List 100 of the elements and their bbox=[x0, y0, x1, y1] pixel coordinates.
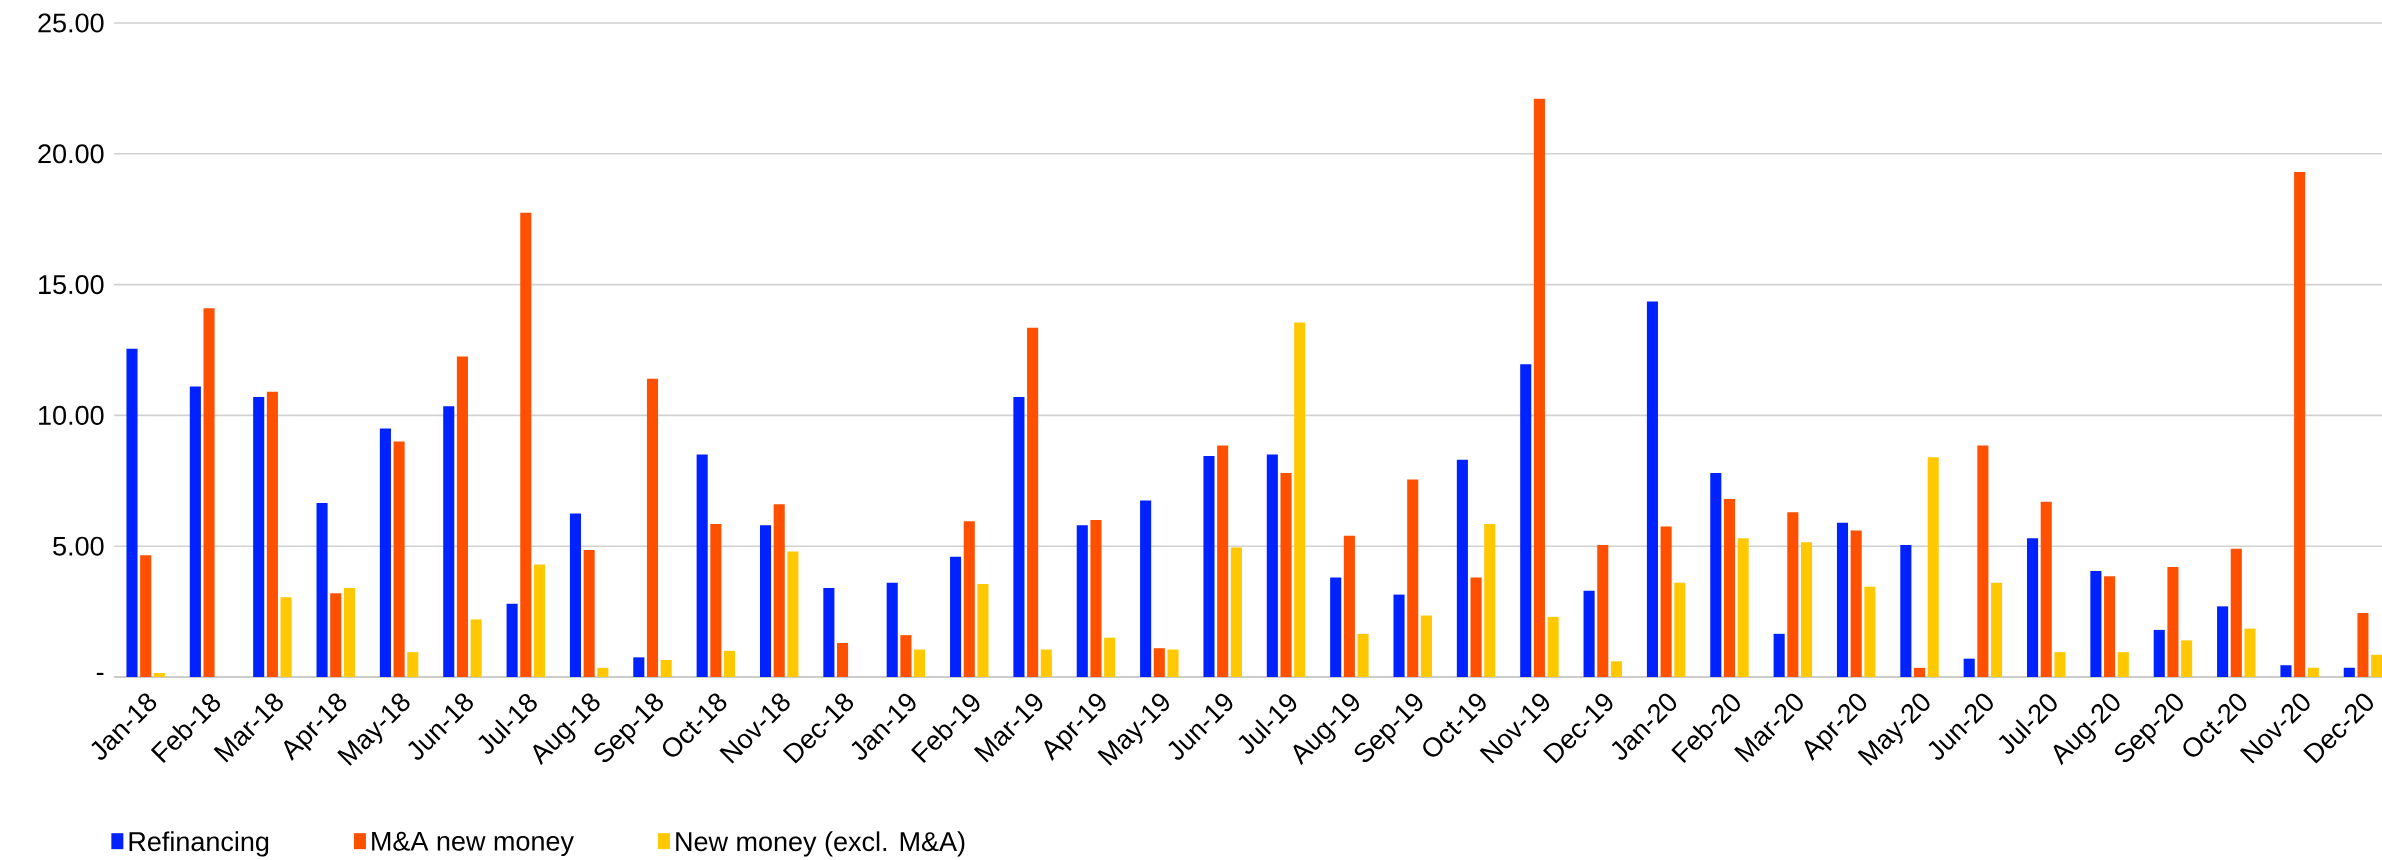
bar bbox=[1420, 615, 1432, 677]
bar bbox=[569, 513, 582, 677]
bar bbox=[977, 584, 989, 677]
y-tick-label: 25.00 bbox=[38, 13, 104, 33]
bar bbox=[2307, 667, 2319, 677]
bar bbox=[1547, 616, 1559, 677]
bar bbox=[1963, 658, 1975, 677]
bar bbox=[1773, 633, 1785, 677]
bar bbox=[950, 556, 962, 677]
bar bbox=[1674, 582, 1686, 677]
bar bbox=[1597, 544, 1609, 677]
bar bbox=[1723, 499, 1736, 677]
legend-label: Refinancing bbox=[129, 831, 269, 857]
bar bbox=[963, 521, 975, 677]
bar bbox=[1787, 512, 1799, 677]
bar bbox=[837, 642, 849, 677]
bar bbox=[696, 454, 708, 677]
bar bbox=[1660, 526, 1672, 677]
bar bbox=[2343, 667, 2355, 677]
bar bbox=[1266, 454, 1278, 677]
bar bbox=[407, 652, 419, 677]
bar bbox=[1090, 520, 1102, 677]
bar bbox=[1456, 459, 1468, 677]
bar bbox=[914, 649, 926, 677]
bar bbox=[1407, 479, 1419, 677]
bar bbox=[823, 588, 835, 677]
legend-label: M&A new money bbox=[372, 831, 574, 857]
bar bbox=[2167, 567, 2179, 677]
bar bbox=[597, 667, 609, 677]
bar bbox=[2117, 652, 2129, 677]
bar bbox=[2027, 538, 2039, 677]
bar bbox=[2104, 576, 2116, 677]
bar bbox=[1991, 582, 2003, 677]
bar bbox=[520, 212, 532, 677]
bar bbox=[1646, 301, 1658, 677]
bar bbox=[2357, 612, 2369, 677]
bar bbox=[140, 555, 152, 677]
y-tick-label: - bbox=[96, 672, 104, 675]
bar bbox=[1737, 538, 1749, 677]
bar bbox=[2153, 629, 2165, 677]
bar bbox=[1583, 590, 1595, 677]
bar bbox=[1294, 322, 1306, 677]
bar bbox=[1610, 661, 1622, 677]
y-tick-label: 10.00 bbox=[39, 405, 104, 425]
bar bbox=[316, 503, 328, 677]
bar bbox=[266, 391, 278, 677]
bar bbox=[343, 588, 355, 677]
bar bbox=[280, 597, 292, 677]
bar bbox=[126, 348, 138, 677]
bar bbox=[2054, 652, 2066, 677]
bar bbox=[253, 397, 265, 677]
bar bbox=[1230, 547, 1242, 677]
bar bbox=[1343, 535, 1355, 677]
bar bbox=[1927, 457, 1939, 677]
bar bbox=[1013, 397, 1025, 677]
bar bbox=[443, 406, 455, 677]
bar bbox=[660, 659, 672, 677]
bar bbox=[2217, 606, 2229, 677]
bar bbox=[633, 657, 645, 677]
bar bbox=[153, 673, 165, 677]
y-tick-label: 5.00 bbox=[53, 536, 104, 556]
bar bbox=[1900, 544, 1912, 677]
bar bbox=[2181, 640, 2193, 677]
bar bbox=[506, 603, 518, 677]
bar bbox=[1217, 445, 1229, 677]
bar bbox=[1913, 667, 1926, 677]
y-tick-label: 15.00 bbox=[39, 275, 104, 295]
bar bbox=[1167, 649, 1179, 677]
bar bbox=[2371, 654, 2382, 677]
bar bbox=[1330, 577, 1342, 677]
legend-label: New money (excl. M&A) bbox=[676, 831, 965, 857]
bar bbox=[393, 441, 405, 677]
bar bbox=[1280, 472, 1292, 677]
y-tick-label: 20.00 bbox=[38, 144, 104, 164]
bar bbox=[1203, 455, 1215, 677]
bar bbox=[1836, 522, 1849, 677]
bar bbox=[1520, 364, 1532, 677]
bar bbox=[330, 593, 342, 677]
bar bbox=[1153, 648, 1165, 677]
bar bbox=[470, 619, 482, 677]
bar bbox=[759, 525, 772, 677]
bar bbox=[787, 551, 799, 677]
bar bbox=[1864, 586, 1876, 677]
bar bbox=[1710, 472, 1722, 677]
bar bbox=[189, 386, 201, 677]
bar bbox=[1470, 577, 1482, 677]
bar bbox=[1800, 542, 1813, 677]
bar bbox=[723, 650, 736, 677]
bar bbox=[2090, 571, 2102, 677]
bar bbox=[1104, 637, 1116, 677]
bar bbox=[1040, 649, 1052, 677]
bar bbox=[1393, 594, 1405, 677]
bar bbox=[1484, 523, 1496, 677]
bar bbox=[379, 428, 391, 677]
bar bbox=[2294, 172, 2306, 677]
bar bbox=[1357, 633, 1369, 677]
bar bbox=[533, 564, 546, 677]
bar bbox=[710, 523, 722, 677]
bar bbox=[886, 582, 898, 677]
bar bbox=[1027, 327, 1039, 677]
